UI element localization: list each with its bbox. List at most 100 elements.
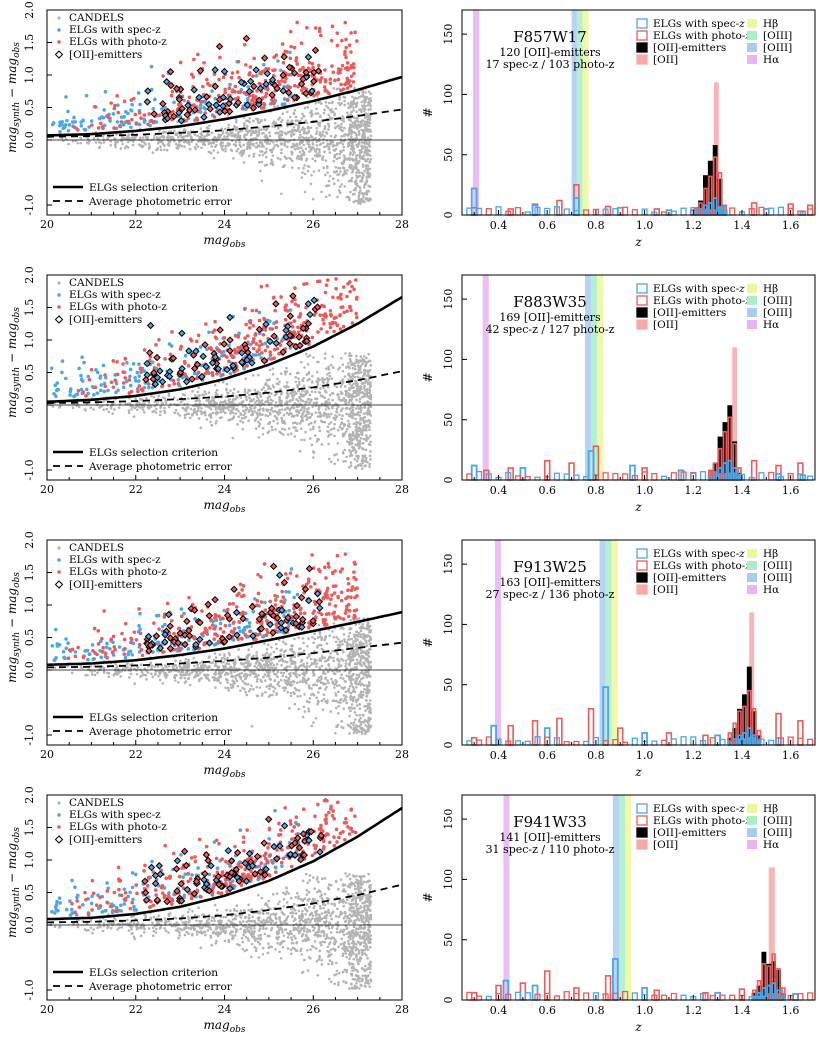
candels-point [341, 162, 344, 166]
candels-point [243, 122, 246, 125]
candels-point [286, 119, 290, 122]
candels-point [339, 385, 343, 388]
candels-point [317, 426, 321, 429]
candels-point [360, 144, 363, 148]
x-tick-label: 1.0 [636, 219, 654, 232]
photo-point [335, 31, 340, 35]
spec-point [58, 129, 62, 134]
candels-point [316, 680, 319, 683]
photo-point [293, 286, 297, 290]
candels-point [368, 434, 372, 438]
candels-point [363, 384, 366, 388]
candels-point [303, 438, 306, 442]
photo-point [103, 373, 107, 377]
photo-point [323, 68, 327, 72]
photo-point [247, 72, 251, 77]
candels-point [151, 151, 155, 154]
candels-point [337, 368, 340, 371]
x-axis-label: z [634, 235, 642, 249]
photo-point [288, 29, 293, 34]
candels-point [179, 401, 183, 404]
candels-point [353, 710, 357, 714]
candels-point [218, 406, 222, 409]
candels-point [369, 99, 373, 103]
candels-point [235, 404, 239, 407]
candels-point [96, 671, 99, 675]
candels-point [329, 363, 333, 367]
candels-point [303, 190, 307, 194]
candels-point [269, 401, 273, 405]
candels-point [290, 152, 294, 156]
candels-point [333, 686, 336, 689]
candels-point [303, 693, 306, 696]
candels-point [282, 671, 286, 675]
candels-point [305, 408, 309, 411]
candels-point [362, 372, 366, 376]
oii-marker [290, 69, 299, 77]
candels-point [183, 128, 186, 131]
candels-point [238, 674, 241, 678]
candels-point [248, 141, 252, 145]
candels-point [367, 352, 370, 356]
candels-point [344, 352, 347, 355]
info-emitters: 120 [OII]-emitters [499, 46, 601, 59]
candels-point [127, 409, 131, 412]
candels-point [284, 372, 287, 376]
candels-point [203, 135, 207, 138]
candels-point [301, 379, 305, 382]
candels-point [311, 427, 315, 431]
candels-point [140, 140, 144, 144]
candels-point [342, 633, 346, 636]
candels-point [297, 411, 301, 415]
candels-point [355, 630, 358, 634]
candels-point [252, 152, 256, 156]
candels-point [254, 129, 258, 132]
candels-point [352, 422, 356, 426]
candels-point [156, 142, 160, 145]
legend-spec: ELGs with spec-z [69, 289, 161, 301]
spec-point [210, 89, 214, 93]
candels-point [361, 156, 364, 159]
candels-point [367, 722, 370, 726]
photo-point [341, 324, 346, 329]
photo-point [136, 389, 140, 394]
oii-marker [314, 67, 323, 75]
candels-point [203, 410, 207, 414]
photo-point [351, 80, 356, 84]
candels-point [278, 380, 281, 384]
candels-point [292, 133, 296, 136]
candels-point [105, 407, 109, 411]
photo-point [328, 77, 333, 81]
oii-marker [163, 114, 172, 123]
candels-point [228, 412, 232, 415]
candels-point [320, 443, 324, 446]
candels-point [247, 388, 250, 392]
candels-point [183, 393, 187, 397]
candels-point [51, 405, 55, 408]
candels-point [364, 100, 367, 104]
spec-point [228, 82, 232, 87]
photo-point [84, 394, 88, 398]
oii-marker [250, 82, 258, 91]
candels-point [354, 360, 358, 364]
candels-point [221, 131, 225, 135]
candels-point [344, 690, 348, 694]
candels-point [224, 147, 227, 150]
candels-point [296, 399, 300, 403]
spec-point [92, 392, 96, 397]
candels-point [284, 157, 288, 160]
candels-point [263, 118, 267, 122]
candels-point [71, 406, 75, 410]
photo-point [290, 324, 295, 329]
candels-point [294, 429, 298, 432]
candels-point [344, 391, 348, 395]
legend-oiii-b-swatch [747, 308, 757, 317]
candels-point [319, 414, 322, 417]
candels-point [79, 136, 82, 140]
photo-point [213, 335, 218, 340]
spec-point [138, 102, 142, 107]
candels-point [348, 413, 352, 417]
candels-point [331, 649, 334, 653]
photo-point [352, 71, 356, 76]
candels-point [257, 420, 260, 424]
